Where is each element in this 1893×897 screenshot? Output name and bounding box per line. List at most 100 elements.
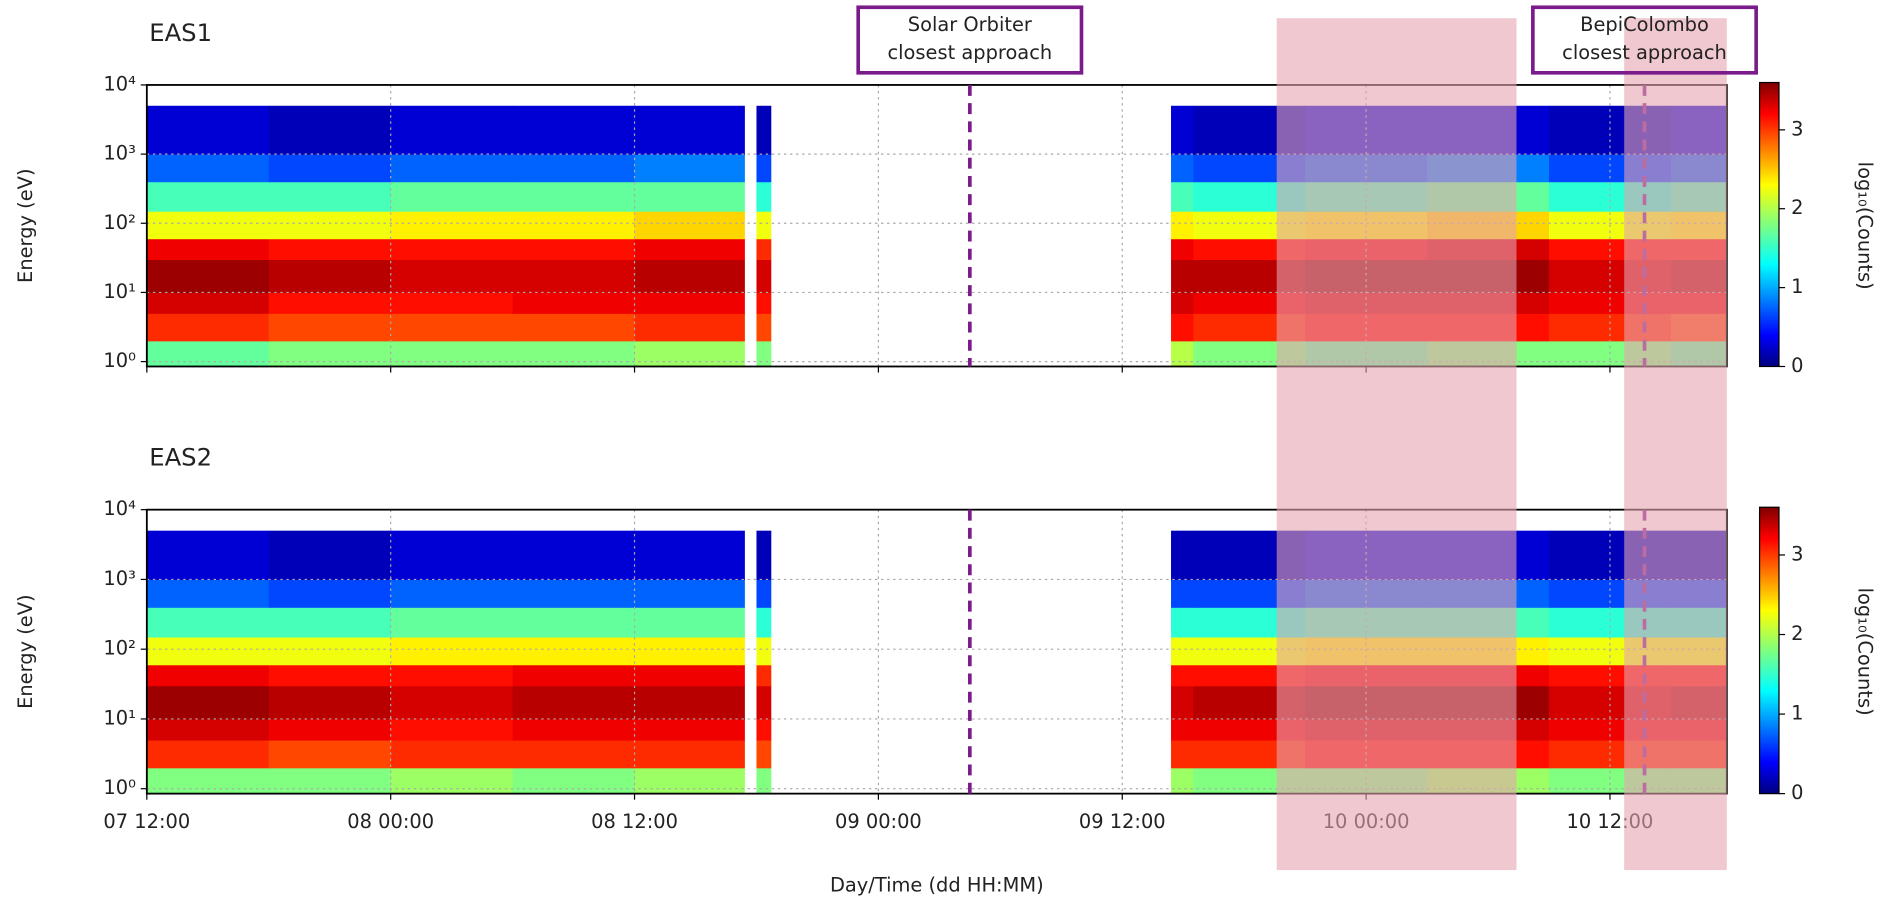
heatmap-cell <box>634 238 745 261</box>
heatmap-cell <box>146 340 270 368</box>
figure: 10⁰ 10¹ 10² 10³ 10⁴ EAS1 Energy (eV) 0 1 2 3 log₁₀(… <box>14 5 1876 896</box>
heatmap-cell <box>146 607 270 638</box>
heatmap-cell <box>512 636 636 666</box>
heatmap-cell <box>634 154 745 183</box>
y-tick-label: 10⁴ <box>103 72 136 95</box>
x-tick-label: 09 00:00 <box>835 810 922 833</box>
heatmap-cell <box>1171 313 1194 342</box>
heatmap-cell <box>1171 530 1194 581</box>
panel-title: EAS1 <box>149 18 212 47</box>
heatmap-cell <box>512 579 636 608</box>
annotation-text: BepiColombo <box>1580 13 1709 36</box>
colorbar <box>1758 506 1780 795</box>
heatmap-cell <box>512 238 636 261</box>
heatmap-cell <box>1171 292 1194 314</box>
y-tick-label: 10³ <box>103 567 135 590</box>
heatmap-cell <box>512 154 636 183</box>
heatmap-cell <box>390 105 514 155</box>
y-axis-label: Energy (eV) <box>14 594 37 708</box>
heatmap-cell <box>756 154 772 183</box>
heatmap-cell <box>146 685 270 720</box>
y-tick-label: 10² <box>103 211 135 234</box>
heatmap-cell <box>634 636 745 666</box>
heatmap-cell <box>146 739 270 769</box>
heatmap-cell <box>1171 664 1194 687</box>
heatmap-cell <box>268 767 392 795</box>
heatmap-cell <box>146 259 270 294</box>
heatmap-cell <box>390 313 514 342</box>
heatmap-cell <box>1171 739 1194 769</box>
heatmap-cell <box>268 685 392 720</box>
x-tick-label: 08 12:00 <box>591 810 678 833</box>
heatmap-cell <box>1171 105 1194 155</box>
heatmap-cell <box>756 718 772 741</box>
x-tick-label: 09 12:00 <box>1079 810 1166 833</box>
heatmap-cell <box>756 607 772 638</box>
y-tick-label: 10⁰ <box>103 776 136 799</box>
heatmap-cell <box>512 718 636 741</box>
heatmap-cell <box>268 238 392 261</box>
heatmap-cell <box>1171 340 1194 368</box>
heatmap-cell <box>756 767 772 795</box>
heatmap-cell <box>390 718 514 741</box>
colorbar-tick-label: 3 <box>1791 542 1803 565</box>
heatmap-cell <box>634 530 745 581</box>
heatmap-cell <box>146 238 270 261</box>
heatmap-cell <box>268 154 392 183</box>
heatmap-cell <box>268 636 392 666</box>
y-axis-label: Energy (eV) <box>14 168 37 282</box>
heatmap-cell <box>512 211 636 240</box>
heatmap-cell <box>268 292 392 314</box>
heatmap-cell <box>146 767 270 795</box>
y-tick-label: 10⁰ <box>103 349 136 372</box>
heatmap-cell <box>390 664 514 687</box>
heatmap-cell <box>390 739 514 769</box>
heatmap-cell <box>634 607 745 638</box>
heatmap-cell <box>756 636 772 666</box>
heatmap-cell <box>268 259 392 294</box>
heatmap-cell <box>756 664 772 687</box>
heatmap-cell <box>146 718 270 741</box>
heatmap-cell <box>268 664 392 687</box>
heatmap-cell <box>390 685 514 720</box>
annotation-text: Solar Orbiter <box>908 13 1032 36</box>
heatmap-cell <box>268 313 392 342</box>
annotation-box <box>1531 5 1758 75</box>
heatmap-cell <box>512 340 636 368</box>
heatmap-cell <box>146 181 270 212</box>
heatmap-cell <box>634 767 745 795</box>
heatmap-cell <box>1171 607 1194 638</box>
heatmap-cell <box>390 607 514 638</box>
heatmap-cell <box>756 739 772 769</box>
colorbar-tick-label: 1 <box>1791 702 1803 725</box>
y-tick-label: 10¹ <box>103 280 135 303</box>
heatmap-cell <box>390 211 514 240</box>
heatmap-cell <box>390 154 514 183</box>
heatmap-cell <box>268 181 392 212</box>
heatmap-cell <box>756 259 772 294</box>
annotation-text: closest approach <box>1562 41 1727 64</box>
heatmap-cell <box>268 579 392 608</box>
heatmap-cell <box>146 579 270 608</box>
colorbar-label: log₁₀(Counts) <box>1853 588 1876 716</box>
x-tick-label: 07 12:00 <box>103 810 190 833</box>
heatmap-cell <box>1171 579 1194 608</box>
heatmap-cell <box>512 313 636 342</box>
heatmap-cell <box>756 238 772 261</box>
heatmap-cell <box>512 259 636 294</box>
heatmap-cell <box>1171 767 1194 795</box>
heatmap-cell <box>146 636 270 666</box>
heatmap-cell <box>1171 154 1194 183</box>
heatmap-cell <box>390 767 514 795</box>
heatmap-cell <box>512 292 636 314</box>
heatmap-cell <box>512 767 636 795</box>
heatmap-cell <box>634 292 745 314</box>
colorbar-tick-label: 0 <box>1791 781 1803 804</box>
heatmap-cell <box>512 181 636 212</box>
heatmap-cell <box>268 530 392 581</box>
x-axis-label: Day/Time (dd HH:MM) <box>830 873 1044 896</box>
heatmap-cell <box>756 105 772 155</box>
colorbar <box>1758 81 1780 368</box>
